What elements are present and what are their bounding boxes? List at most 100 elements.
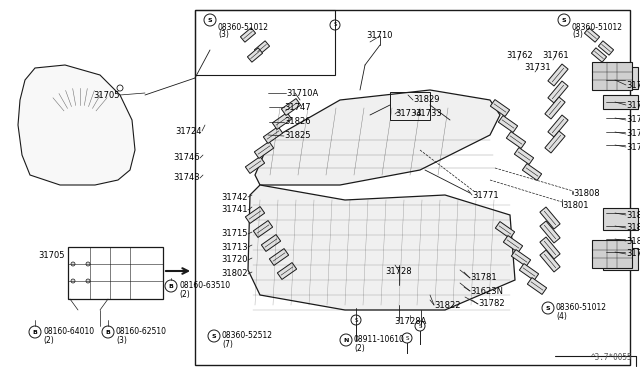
- Text: ^3.7*0055: ^3.7*0055: [590, 353, 632, 362]
- Bar: [603, 208, 638, 230]
- PathPatch shape: [263, 126, 283, 144]
- PathPatch shape: [254, 142, 274, 158]
- Bar: [603, 67, 638, 89]
- PathPatch shape: [548, 115, 568, 137]
- PathPatch shape: [515, 148, 534, 164]
- Text: 31741: 31741: [221, 205, 248, 215]
- Text: 31733: 31733: [415, 109, 442, 119]
- Circle shape: [351, 315, 361, 325]
- Text: (2): (2): [354, 344, 365, 353]
- Text: S: S: [405, 336, 409, 340]
- Bar: [195, 10, 630, 365]
- PathPatch shape: [241, 28, 255, 42]
- Text: (2): (2): [43, 337, 54, 346]
- Text: B: B: [106, 330, 111, 334]
- Polygon shape: [18, 65, 135, 185]
- Text: 08360-51012: 08360-51012: [572, 22, 623, 32]
- Text: (3): (3): [218, 31, 229, 39]
- Circle shape: [340, 334, 352, 346]
- Circle shape: [102, 326, 114, 338]
- Text: B: B: [168, 283, 173, 289]
- PathPatch shape: [495, 222, 515, 238]
- Circle shape: [204, 14, 216, 26]
- Circle shape: [415, 321, 425, 331]
- PathPatch shape: [545, 97, 565, 119]
- Text: 08911-10610: 08911-10610: [354, 336, 405, 344]
- Text: 31746: 31746: [173, 154, 200, 163]
- Circle shape: [117, 85, 123, 91]
- Bar: [390, 92, 430, 120]
- PathPatch shape: [254, 41, 269, 55]
- Text: 31722: 31722: [626, 250, 640, 259]
- Bar: [592, 62, 632, 90]
- PathPatch shape: [503, 235, 523, 253]
- PathPatch shape: [490, 100, 509, 116]
- Text: 31728A: 31728A: [394, 317, 426, 326]
- Text: S: S: [546, 305, 550, 311]
- PathPatch shape: [540, 250, 560, 272]
- Text: 31801: 31801: [562, 202, 589, 211]
- Text: 31705: 31705: [38, 250, 65, 260]
- Text: S: S: [355, 317, 358, 323]
- Text: 31720: 31720: [221, 256, 248, 264]
- PathPatch shape: [245, 206, 265, 224]
- PathPatch shape: [499, 116, 518, 132]
- Text: 31724: 31724: [175, 126, 202, 135]
- Text: 31752: 31752: [626, 142, 640, 151]
- Circle shape: [402, 333, 412, 343]
- Text: S: S: [419, 324, 422, 328]
- PathPatch shape: [545, 131, 565, 153]
- PathPatch shape: [591, 48, 607, 62]
- Text: 31802: 31802: [221, 269, 248, 279]
- Text: 31728: 31728: [386, 266, 412, 276]
- PathPatch shape: [282, 99, 301, 115]
- Text: S: S: [333, 22, 337, 28]
- PathPatch shape: [548, 64, 568, 86]
- Circle shape: [32, 165, 38, 171]
- Text: B: B: [33, 330, 37, 334]
- Text: 08360-51012: 08360-51012: [218, 22, 269, 32]
- Text: 08360-52512: 08360-52512: [222, 331, 273, 340]
- PathPatch shape: [540, 237, 560, 259]
- Text: 31808: 31808: [573, 189, 600, 199]
- Bar: [68, 247, 163, 299]
- Text: 31829: 31829: [413, 96, 440, 105]
- Text: S: S: [208, 17, 212, 22]
- Bar: [603, 248, 638, 270]
- Bar: [195, 10, 335, 75]
- PathPatch shape: [598, 41, 614, 55]
- Text: 31710A: 31710A: [286, 89, 318, 97]
- PathPatch shape: [261, 235, 281, 251]
- PathPatch shape: [522, 164, 541, 180]
- Text: 31772: 31772: [626, 129, 640, 138]
- PathPatch shape: [273, 113, 292, 129]
- Polygon shape: [255, 90, 500, 185]
- Bar: [592, 240, 632, 268]
- Text: 31713: 31713: [221, 243, 248, 251]
- Circle shape: [71, 279, 75, 283]
- Text: (3): (3): [572, 31, 583, 39]
- Text: 08160-64010: 08160-64010: [43, 327, 94, 337]
- Text: 31705: 31705: [93, 90, 120, 99]
- Text: 31816: 31816: [626, 224, 640, 232]
- Text: 08160-63510: 08160-63510: [179, 282, 230, 291]
- Text: 08160-62510: 08160-62510: [116, 327, 167, 337]
- Text: 31751: 31751: [626, 115, 640, 125]
- PathPatch shape: [269, 248, 289, 266]
- Circle shape: [558, 14, 570, 26]
- Text: 31781: 31781: [470, 273, 497, 282]
- Text: 31825: 31825: [284, 131, 310, 141]
- Text: 31761: 31761: [543, 51, 570, 60]
- Text: 31826: 31826: [284, 118, 310, 126]
- Circle shape: [29, 326, 41, 338]
- Text: 31809: 31809: [626, 237, 640, 246]
- PathPatch shape: [253, 221, 273, 237]
- PathPatch shape: [548, 81, 568, 103]
- Circle shape: [32, 85, 38, 91]
- Text: 31623N: 31623N: [470, 286, 503, 295]
- Text: 31762: 31762: [507, 51, 533, 60]
- Text: 31731: 31731: [525, 64, 551, 73]
- PathPatch shape: [506, 132, 525, 148]
- Polygon shape: [248, 185, 515, 310]
- Text: 31766: 31766: [626, 100, 640, 109]
